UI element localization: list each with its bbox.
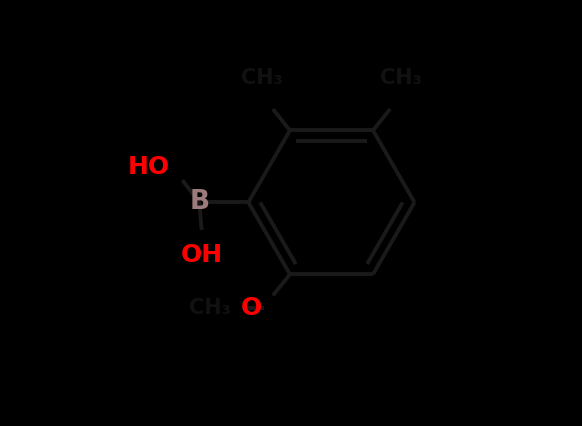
Text: CH₃: CH₃ [380,68,421,88]
Text: OH: OH [180,243,222,267]
Text: HO: HO [127,155,169,179]
Text: B: B [189,189,210,216]
Text: CH₃: CH₃ [189,298,230,318]
Text: CH₃: CH₃ [242,68,283,88]
Text: O: O [241,296,262,320]
